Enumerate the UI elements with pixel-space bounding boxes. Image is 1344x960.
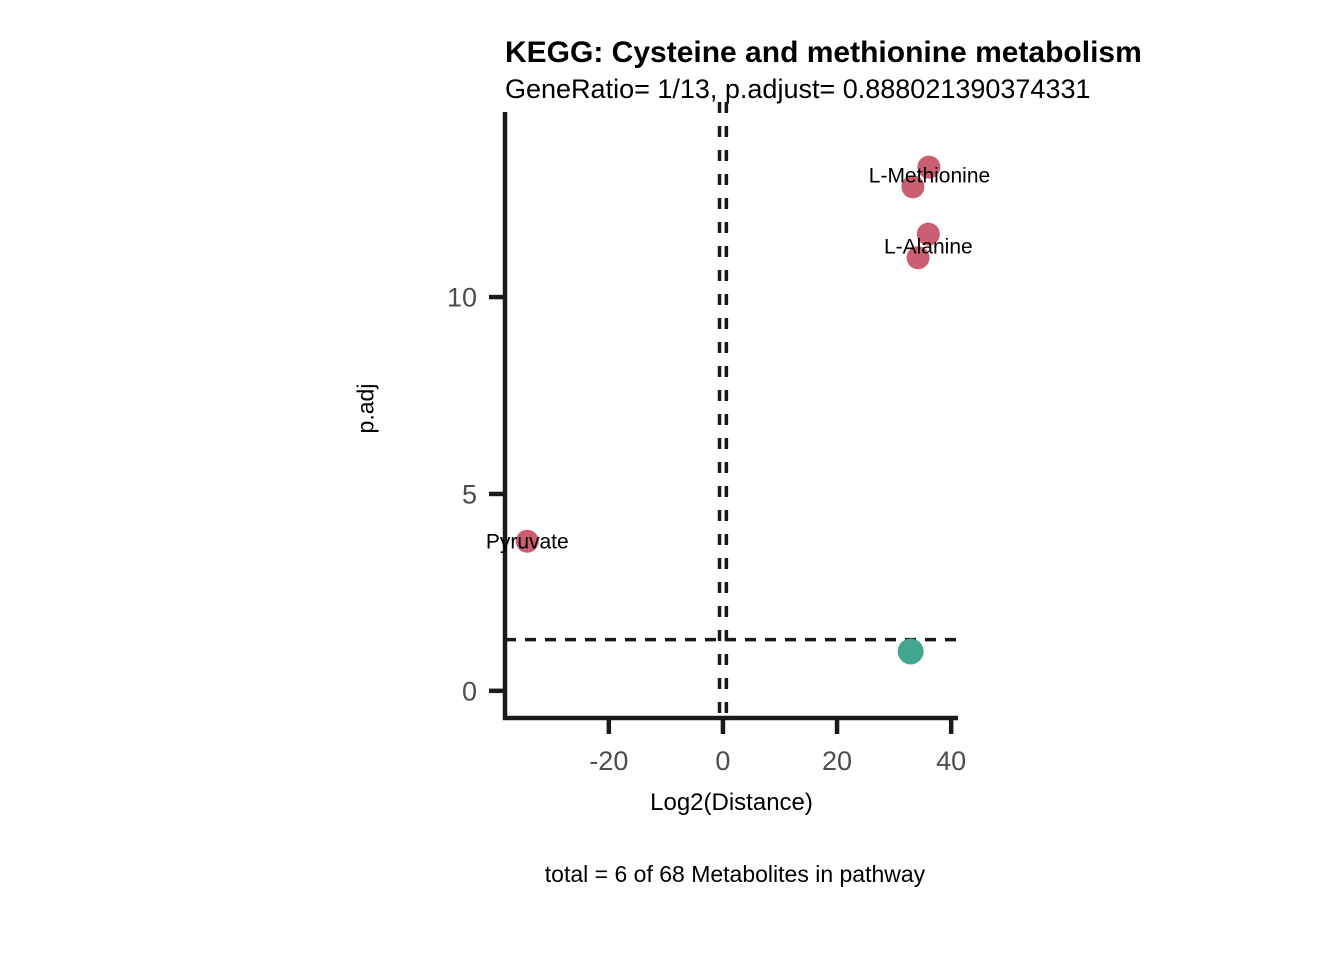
- figure-caption: total = 6 of 68 Metabolites in pathway: [544, 861, 926, 887]
- x-tick-label: 40: [936, 746, 966, 776]
- data-point-significant: [916, 222, 940, 246]
- x-axis-label: Log2(Distance): [650, 789, 813, 816]
- point-label: L-Methionine: [869, 165, 990, 188]
- x-tick-label: 20: [822, 746, 852, 776]
- x-tick-label: -20: [589, 746, 628, 776]
- data-point-not-significant: [897, 638, 924, 665]
- data-point-significant: [515, 529, 539, 553]
- data-point-significant: [917, 155, 941, 179]
- y-tick-label: 0: [462, 676, 477, 706]
- x-tick-label: 0: [715, 746, 730, 776]
- chart-title: KEGG: Cysteine and methionine metabolism: [505, 36, 1142, 69]
- chart-subtitle: GeneRatio= 1/13, p.adjust= 0.88802139037…: [505, 74, 1091, 104]
- y-tick-label: 10: [447, 283, 477, 313]
- point-label: Pyruvate: [486, 531, 569, 554]
- point-label: L-Alanine: [884, 235, 973, 258]
- data-point-significant: [901, 175, 925, 199]
- y-tick-label: 5: [462, 479, 477, 509]
- data-point-significant: [906, 246, 930, 270]
